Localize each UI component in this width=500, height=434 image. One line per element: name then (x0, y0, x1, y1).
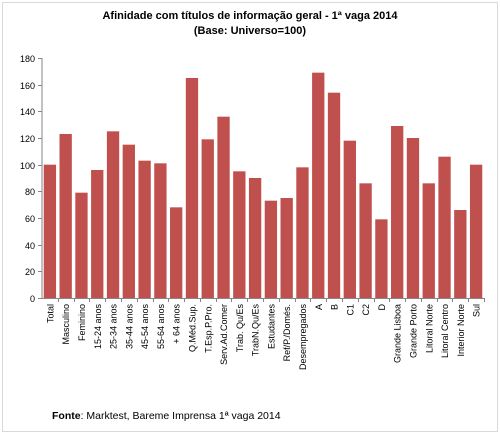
bar (469, 164, 483, 298)
y-tick-label: 100 (20, 161, 35, 171)
bar (375, 219, 388, 298)
x-tick-label: + 64 anos (172, 304, 182, 344)
x-tick-label: Sul (472, 304, 482, 317)
chart-title: Afinidade com títulos de informação gera… (102, 10, 398, 22)
bar (264, 200, 278, 298)
x-tick-label: 45-54 anos (140, 304, 150, 350)
x-tick-label: C2 (361, 304, 371, 316)
source-text: : Marktest, Bareme Imprensa 1ª vaga 2014 (80, 410, 281, 422)
y-tick-label: 20 (25, 267, 35, 277)
x-tick-label: Feminino (77, 304, 87, 341)
chart-subtitle: (Base: Universo=100) (193, 25, 307, 37)
x-tick-label: TrabN.Qu/Es (251, 304, 261, 357)
x-tick-label: Grande Lisboa (393, 304, 403, 363)
y-tick-label: 80 (25, 187, 35, 197)
x-tick-label: Litoral Norte (424, 304, 434, 353)
y-tick-label: 0 (30, 294, 35, 304)
x-tick-label: D (377, 303, 387, 310)
x-tick-label: 35-44 anos (124, 304, 134, 350)
bar (217, 116, 230, 298)
x-tick-label: Desempregados (298, 304, 308, 371)
x-tick-label: 55-64 anos (156, 304, 166, 350)
chart-title-block: Afinidade com títulos de informação gera… (0, 9, 500, 39)
bar (422, 183, 435, 298)
x-tick-label: Masculino (61, 304, 71, 345)
x-tick-label: Total (45, 304, 55, 323)
bar (312, 72, 325, 298)
x-tick-label: 25-34 anos (109, 304, 119, 350)
x-tick-label: Q.Méd.Sup. (187, 304, 197, 352)
y-tick-label: 60 (25, 214, 35, 224)
bar (75, 192, 88, 298)
bar (391, 126, 404, 298)
bar (454, 210, 467, 298)
bar (406, 138, 420, 298)
y-tick-label: 140 (20, 107, 35, 117)
x-tick-label: A (314, 304, 324, 310)
x-tick-label: Serv.Ad.Comer (219, 304, 229, 365)
x-tick-label: Interior Norte (456, 304, 466, 357)
y-axis: 0 20 40 60 80 100 120 140 160 180 (20, 54, 43, 304)
bar (438, 156, 451, 298)
bar (170, 207, 183, 298)
source-label: Fonte (52, 410, 81, 422)
bar (122, 144, 135, 298)
bar (248, 178, 262, 298)
bar (280, 198, 293, 298)
y-tick-label: 160 (20, 81, 35, 91)
y-tick-label: 180 (20, 54, 35, 64)
bar (359, 183, 372, 298)
bar (201, 139, 214, 298)
x-tick-label: B (330, 304, 340, 310)
x-tick-label: Trab. Qu/Es (235, 304, 245, 353)
source-note: Fonte: Marktest, Bareme Imprensa 1ª vaga… (52, 410, 281, 422)
y-tick-label: 120 (20, 134, 35, 144)
x-tick-label: Estudantes (266, 303, 276, 349)
bar (185, 78, 199, 298)
y-tick-label: 40 (25, 241, 35, 251)
x-tick-label: Grande Porto (408, 304, 418, 358)
bars (43, 72, 483, 298)
bar (327, 92, 341, 298)
x-tick-label: T.Esp.P.Pro. (203, 304, 213, 353)
bar (138, 160, 151, 298)
x-tick-label: Ref/P./Domés. (282, 304, 292, 361)
bar (343, 140, 356, 298)
bar (296, 167, 309, 298)
x-axis: Total Masculino Feminino 15-24 anos 25-34 an… (42, 298, 485, 370)
x-tick-label: C1 (345, 304, 355, 316)
bar (154, 163, 167, 298)
bar (106, 131, 120, 298)
bar (233, 171, 246, 298)
bar (91, 170, 104, 298)
bar (59, 134, 72, 298)
x-tick-label: Litoral Centro (440, 304, 450, 358)
bar (43, 164, 57, 298)
x-tick-label: 15-24 anos (93, 304, 103, 350)
